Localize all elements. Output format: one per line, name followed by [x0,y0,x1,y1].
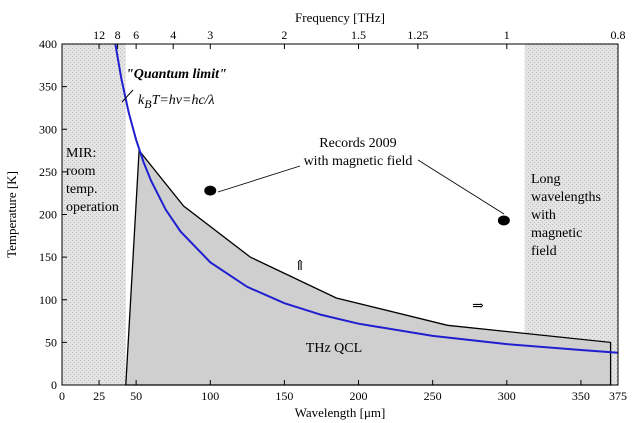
records-label-line-2: with magnetic field [304,154,413,169]
y-tick-label: 50 [45,335,57,349]
y-tick-label: 300 [39,122,57,136]
formula-leader [121,89,134,103]
qcl-label: THz QCL [306,341,362,356]
record-point [497,215,510,226]
top-tick-label: 6 [133,28,139,42]
right-arrow-icon: ⇒ [472,299,484,314]
top-tick-label: 8 [115,28,121,42]
x-tick-label: 0 [59,389,65,403]
long-wl-label-line-1: Long [531,172,561,187]
x-axis-title: Wavelength [μm] [295,405,386,420]
long-wavelength-region [524,44,618,385]
record-point [204,185,217,196]
leader-line-left [217,165,301,193]
x-tick-label: 150 [275,389,293,403]
quantum-limit-label: "Quantum limit" [126,67,227,82]
leader-line-right [417,159,505,215]
top-tick-label: 4 [170,28,176,42]
x-tick-label: 250 [424,389,442,403]
record-points [204,185,510,226]
y-tick-label: 0 [51,378,57,392]
long-wl-label-line-4: magnetic [531,226,582,241]
top-tick-label: 1 [504,28,510,42]
x-tick-label: 200 [350,389,368,403]
mir-label-line-1: MIR: [66,146,96,161]
y-tick-label: 400 [39,37,57,51]
y-tick-label: 350 [39,80,57,94]
top-tick-label: 12 [93,28,105,42]
top-tick-label: 2 [281,28,287,42]
quantum-limit-curve [114,44,619,354]
top-axis-title: Frequency [THz] [295,10,385,25]
axis-ticks: 0 25 50 100 150 200 250 300 350 375 0 50 100 150 200 25… [39,28,627,403]
up-arrow-icon: ⇑ [294,259,306,274]
y-tick-label: 100 [39,293,57,307]
top-tick-label: 3 [207,28,213,42]
long-wl-label-line-5: field [531,244,557,259]
x-tick-label: 300 [498,389,516,403]
records-label-line-1: Records 2009 [319,136,396,151]
top-tick-label: 1.25 [407,28,428,42]
y-axis-title: Temperature [K] [4,171,19,258]
y-tick-label: 200 [39,208,57,222]
mir-region [62,44,126,385]
mir-label-line-2: room [66,164,96,179]
x-tick-label: 25 [93,389,105,403]
x-tick-label: 375 [609,389,627,403]
long-wl-label-line-3: with [531,208,556,223]
top-tick-label: 0.8 [611,28,626,42]
qcl-performance-area [125,148,612,386]
mir-label-line-3: temp. [66,182,98,197]
x-tick-label: 50 [130,389,142,403]
y-tick-label: 150 [39,250,57,264]
quantum-limit-formula: kBT=hν=hc/λ [138,93,215,111]
long-wl-label-line-2: wavelengths [531,190,601,205]
top-tick-label: 1.5 [351,28,366,42]
x-tick-label: 100 [201,389,219,403]
mir-label-line-4: operation [66,200,119,215]
x-tick-label: 350 [572,389,590,403]
y-tick-label: 250 [39,165,57,179]
